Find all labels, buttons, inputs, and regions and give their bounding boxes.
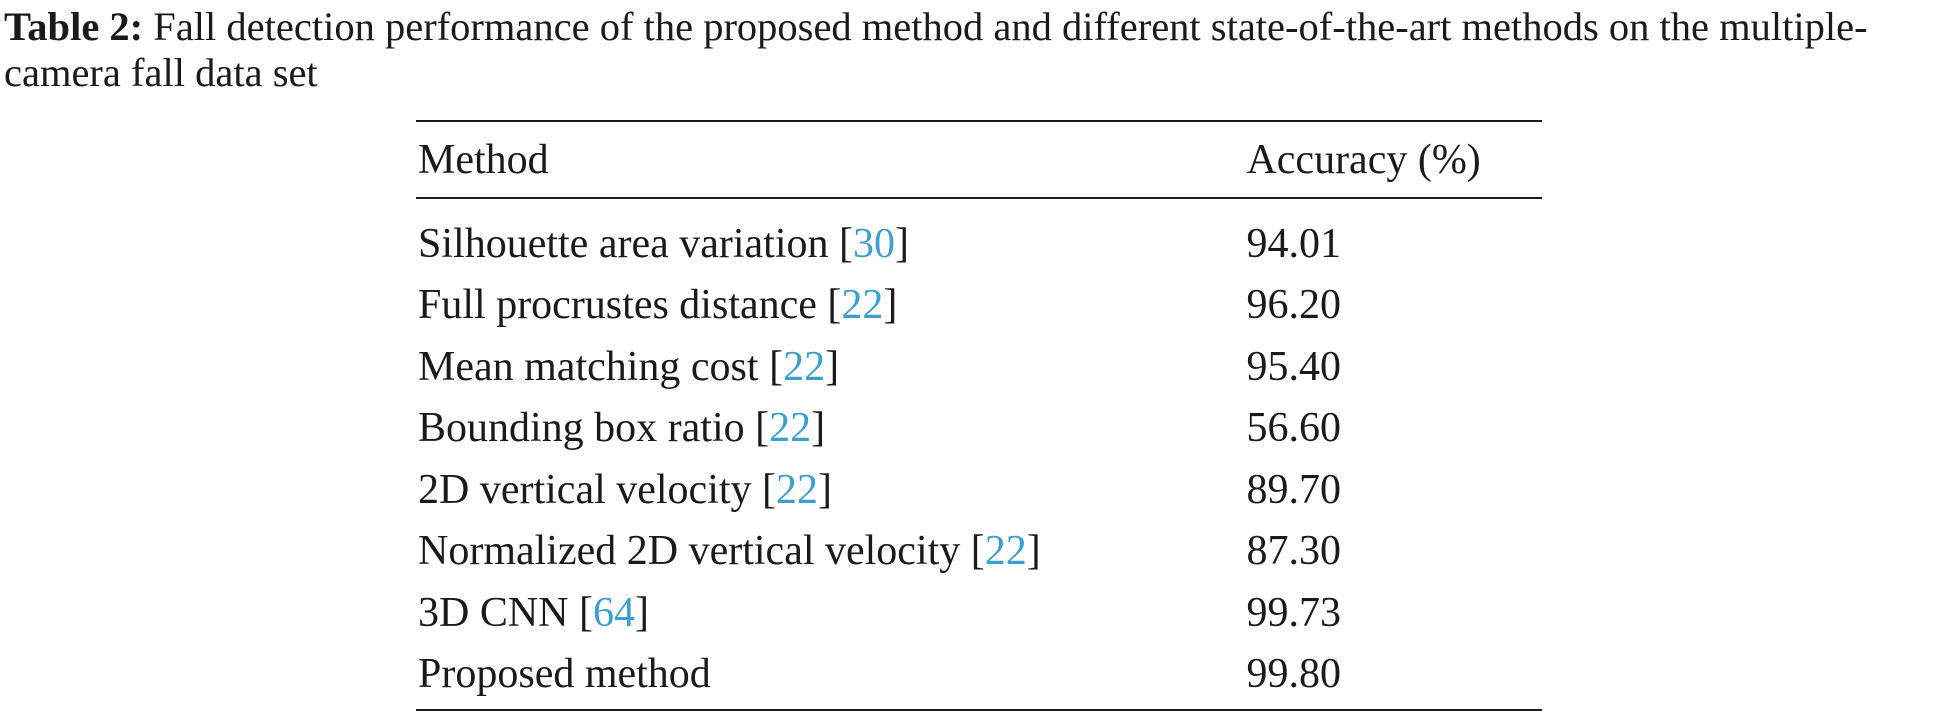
table-row: Mean matching cost [22] 95.40 <box>416 336 1542 398</box>
table-row: Full procrustes distance [22] 96.20 <box>416 275 1542 337</box>
results-table-container: Method Accuracy (%) Silhouette area vari… <box>416 120 1542 711</box>
citation-link[interactable]: 64 <box>593 589 636 636</box>
accuracy-cell: 99.80 <box>1246 651 1341 698</box>
citation-bracket-close: ] <box>895 220 910 267</box>
citation-bracket-open: [ <box>839 220 854 267</box>
method-name: Full procrustes distance <box>418 282 817 329</box>
citation-link[interactable]: 22 <box>984 528 1027 575</box>
citation-link[interactable]: 22 <box>776 466 819 513</box>
method-cell: Bounding box ratio [22] <box>416 398 1244 460</box>
method-cell: Full procrustes distance [22] <box>416 275 1244 337</box>
method-name: Mean matching cost <box>418 343 759 390</box>
table-body: Silhouette area variation [30] 94.01 Ful… <box>416 198 1542 710</box>
citation-bracket-open: [ <box>579 589 594 636</box>
accuracy-cell: 94.01 <box>1246 220 1341 267</box>
method-cell: Mean matching cost [22] <box>416 336 1244 398</box>
table-row: 3D CNN [64] 99.73 <box>416 582 1542 644</box>
citation-bracket-open: [ <box>762 466 777 513</box>
citation-bracket-open: [ <box>755 405 770 452</box>
citation-bracket-close: ] <box>1026 528 1041 575</box>
citation-bracket-close: ] <box>883 282 898 329</box>
citation-link[interactable]: 22 <box>841 282 884 329</box>
citation-link[interactable]: 22 <box>769 405 812 452</box>
method-name: Silhouette area variation <box>418 220 829 267</box>
accuracy-cell: 95.40 <box>1246 343 1341 390</box>
accuracy-cell: 96.20 <box>1246 282 1341 329</box>
table-header-row: Method Accuracy (%) <box>416 121 1542 198</box>
citation-bracket-open: [ <box>827 282 842 329</box>
method-name: 2D vertical velocity <box>418 466 752 513</box>
method-name: 3D CNN <box>418 589 569 636</box>
method-name: Proposed method <box>418 651 711 698</box>
method-name: Bounding box ratio <box>418 405 745 452</box>
table-row: Bounding box ratio [22] 56.60 <box>416 398 1542 460</box>
method-cell: 3D CNN [64] <box>416 582 1244 644</box>
accuracy-cell: 87.30 <box>1246 528 1341 575</box>
method-cell: Proposed method <box>416 644 1244 711</box>
citation-bracket-close: ] <box>635 589 650 636</box>
method-name: Normalized 2D vertical velocity <box>418 528 961 575</box>
citation-link[interactable]: 22 <box>783 343 826 390</box>
citation-bracket-open: [ <box>769 343 784 390</box>
accuracy-cell: 99.73 <box>1246 589 1341 636</box>
citation-bracket-close: ] <box>818 466 833 513</box>
citation-bracket-open: [ <box>970 528 985 575</box>
header-accuracy: Accuracy (%) <box>1246 136 1481 183</box>
results-table: Method Accuracy (%) Silhouette area vari… <box>416 120 1542 711</box>
table-row: Normalized 2D vertical velocity [22] 87.… <box>416 521 1542 583</box>
citation-bracket-close: ] <box>825 343 840 390</box>
header-method: Method <box>418 136 549 183</box>
method-cell: Normalized 2D vertical velocity [22] <box>416 521 1244 583</box>
accuracy-cell: 56.60 <box>1246 405 1341 452</box>
table-row: Proposed method 99.80 <box>416 644 1542 711</box>
citation-link[interactable]: 30 <box>853 220 896 267</box>
method-cell: 2D vertical velocity [22] <box>416 459 1244 521</box>
table-caption-label: Table 2: <box>4 4 144 49</box>
citation-bracket-close: ] <box>811 405 826 452</box>
table-caption: Table 2: Fall detection performance of t… <box>4 4 1950 96</box>
table-caption-text: Fall detection performance of the propos… <box>4 4 1868 95</box>
accuracy-cell: 89.70 <box>1246 466 1341 513</box>
table-row: 2D vertical velocity [22] 89.70 <box>416 459 1542 521</box>
method-cell: Silhouette area variation [30] <box>416 198 1244 275</box>
table-row: Silhouette area variation [30] 94.01 <box>416 198 1542 275</box>
